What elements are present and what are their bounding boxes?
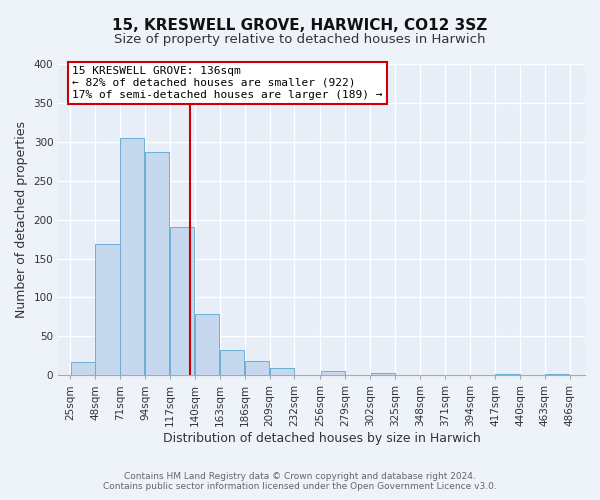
Bar xyxy=(371,373,395,376)
Bar xyxy=(496,374,520,376)
Bar xyxy=(195,314,219,376)
Bar xyxy=(121,138,145,376)
Text: Contains public sector information licensed under the Open Government Licence v3: Contains public sector information licen… xyxy=(103,482,497,491)
Text: Size of property relative to detached houses in Harwich: Size of property relative to detached ho… xyxy=(114,32,486,46)
Bar xyxy=(270,368,294,376)
Bar xyxy=(145,152,169,376)
Text: 15, KRESWELL GROVE, HARWICH, CO12 3SZ: 15, KRESWELL GROVE, HARWICH, CO12 3SZ xyxy=(112,18,488,32)
Text: Contains HM Land Registry data © Crown copyright and database right 2024.: Contains HM Land Registry data © Crown c… xyxy=(124,472,476,481)
Bar xyxy=(71,362,95,376)
Bar xyxy=(95,244,119,376)
X-axis label: Distribution of detached houses by size in Harwich: Distribution of detached houses by size … xyxy=(163,432,481,445)
Bar xyxy=(170,226,194,376)
Bar xyxy=(220,350,244,376)
Bar xyxy=(545,374,569,376)
Bar xyxy=(321,372,345,376)
Bar xyxy=(245,360,269,376)
Text: 15 KRESWELL GROVE: 136sqm
← 82% of detached houses are smaller (922)
17% of semi: 15 KRESWELL GROVE: 136sqm ← 82% of detac… xyxy=(72,66,383,100)
Y-axis label: Number of detached properties: Number of detached properties xyxy=(15,121,28,318)
